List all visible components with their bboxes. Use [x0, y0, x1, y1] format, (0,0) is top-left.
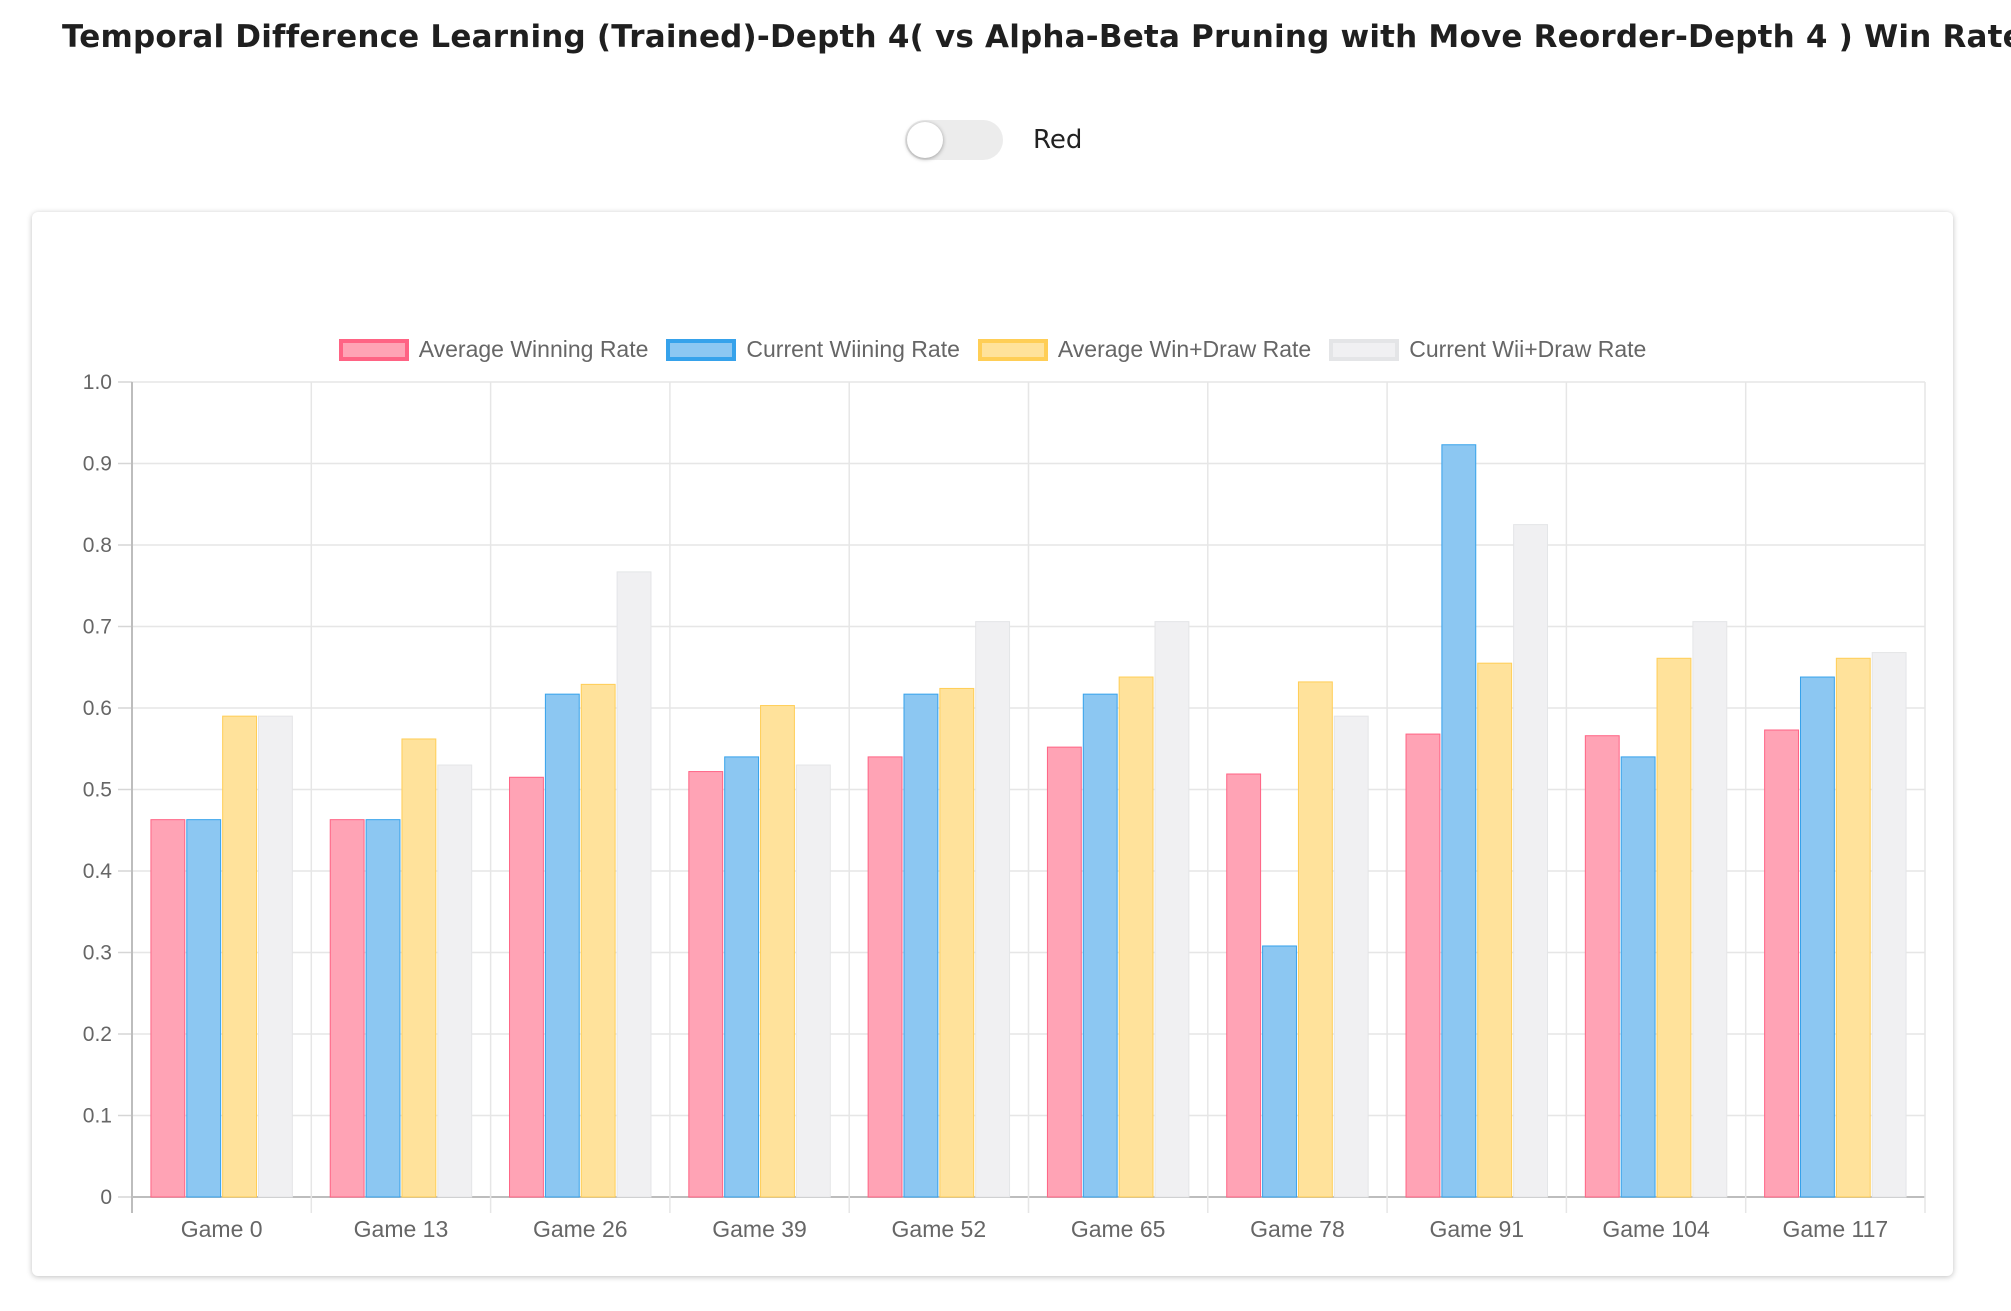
x-tick-label: Game 0: [181, 1216, 263, 1242]
bar: [1118, 676, 1154, 1198]
y-tick-label: 0.2: [83, 1023, 112, 1046]
bar: [1297, 681, 1333, 1198]
bar: [1333, 715, 1369, 1198]
y-tick-label: 0.9: [83, 453, 112, 476]
bar: [1405, 733, 1441, 1198]
bar: [1620, 756, 1656, 1198]
legend-label: Average Win+Draw Rate: [1057, 336, 1312, 362]
y-tick-label: 0: [100, 1186, 112, 1209]
legend-swatch: [666, 338, 737, 361]
bar: [150, 819, 186, 1198]
legend-item[interactable]: Average Win+Draw Rate: [977, 336, 1312, 363]
y-tick-label: 0.4: [83, 860, 113, 883]
bar: [1262, 945, 1297, 1198]
bar: [616, 571, 652, 1198]
x-tick-label: Game 91: [1429, 1216, 1524, 1242]
bar: [1226, 773, 1262, 1198]
bar: [1799, 676, 1835, 1198]
x-tick-label: Game 104: [1602, 1216, 1710, 1242]
x-tick-label: Game 39: [712, 1216, 807, 1242]
toggle-knob[interactable]: [907, 122, 943, 158]
bar: [258, 715, 293, 1198]
x-tick-label: Game 65: [1071, 1216, 1166, 1242]
bar: [795, 764, 831, 1198]
y-tick-label: 0.6: [83, 697, 112, 720]
legend-swatch: [1329, 338, 1400, 361]
bar: [1477, 662, 1513, 1198]
y-tick-label: 0.7: [83, 616, 112, 639]
bar: [509, 776, 544, 1198]
bar: [222, 715, 258, 1198]
bar: [1692, 621, 1728, 1198]
legend-label: Average Winning Rate: [418, 336, 649, 362]
bar-chart: 0 0.1 0.2 0.3 0.4 0.5 0.6 0.7 0.8 0.9 1.0 Game 0 Gam…: [83, 371, 1926, 1242]
bar: [867, 756, 903, 1198]
bar: [688, 771, 724, 1198]
bar: [724, 756, 760, 1198]
bar: [975, 621, 1011, 1198]
bar: [1082, 693, 1118, 1198]
bar: [1764, 729, 1799, 1198]
bar: [365, 819, 401, 1198]
bar: [437, 764, 473, 1198]
bar: [329, 819, 365, 1198]
bar: [544, 693, 580, 1198]
bar: [760, 705, 795, 1198]
x-tick-label: Game 78: [1250, 1216, 1345, 1242]
color-toggle-row: Red: [905, 116, 1082, 164]
legend-label: Current Wiining Rate: [746, 336, 960, 362]
bar: [1656, 657, 1692, 1198]
x-tick-label: Game 13: [354, 1216, 449, 1242]
x-tick-label: Game 52: [892, 1216, 987, 1242]
legend-swatch: [977, 338, 1048, 361]
bar: [903, 693, 939, 1198]
bar: [1584, 735, 1620, 1198]
bar: [1513, 524, 1548, 1198]
toggle-label: Red: [1033, 125, 1083, 155]
y-tick-label: 0.1: [83, 1105, 112, 1128]
y-tick-label: 1.0: [83, 371, 112, 394]
y-tick-label: 0.8: [83, 534, 112, 557]
y-tick-label: 0.5: [83, 779, 112, 802]
legend-item[interactable]: Current Wii+Draw Rate: [1329, 336, 1646, 363]
bar: [186, 819, 222, 1198]
bar: [939, 687, 975, 1198]
bar: [401, 738, 437, 1198]
x-tick-label: Game 117: [1782, 1216, 1888, 1242]
bar: [580, 683, 616, 1198]
page-header: Temporal Difference Learning (Trained)-D…: [30, 12, 2011, 62]
legend-label: Current Wii+Draw Rate: [1409, 336, 1647, 362]
bar: [1835, 657, 1871, 1198]
x-tick-label: Game 26: [533, 1216, 628, 1242]
legend-item[interactable]: Average Winning Rate: [338, 336, 649, 363]
legend-swatch: [338, 338, 409, 361]
y-tick-label: 0.3: [83, 942, 112, 965]
bar: [1154, 621, 1190, 1198]
bar: [1046, 746, 1082, 1198]
legend-item[interactable]: Current Wiining Rate: [666, 336, 960, 363]
color-toggle-switch[interactable]: [905, 120, 1003, 160]
chart-card: Average Winning Rate Current Wiining Rate…: [32, 212, 1953, 1276]
chart-legend: Average Winning Rate Current Wiining Rate…: [32, 336, 1953, 363]
bar: [1441, 444, 1477, 1198]
bar: [1871, 652, 1907, 1198]
page-title: Temporal Difference Learning (Trained)-D…: [62, 19, 2011, 55]
